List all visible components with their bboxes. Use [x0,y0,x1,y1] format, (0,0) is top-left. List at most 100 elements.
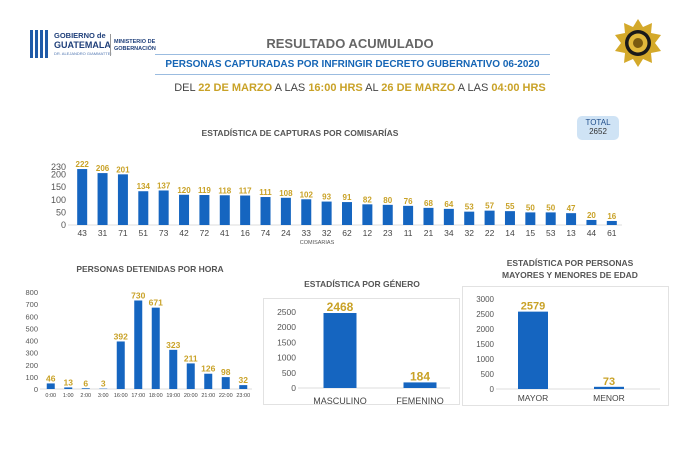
date-end: 26 DE MARZO [381,82,456,94]
y-tick-label: 600 [25,312,38,321]
title-divider-top [155,54,550,55]
bar [342,202,352,225]
y-tick-label: 200 [25,361,38,370]
y-tick-label: 300 [25,349,38,358]
chart-genero: 0 500 1000 1500 2000 2500 2468 MASCULINO 184 FEME… [277,300,450,406]
data-label: 6 [83,378,88,388]
bar [77,169,88,225]
x-tick-label: 44 [587,228,597,238]
x-axis-label: COMISARIAS [300,240,335,246]
y-tick-label: 500 [282,368,296,378]
data-label: 64 [444,200,453,209]
y-tick-label: 3000 [476,295,494,304]
data-label: 126 [201,364,215,374]
data-label: 323 [166,340,180,350]
bar [199,195,210,225]
ministry-line1: MINISTERIO DE [114,39,156,45]
x-tick-label: 21 [424,228,434,238]
y-tick-label: 2500 [476,310,494,319]
page-subtitle: PERSONAS CAPTURADAS POR INFRINGIR DECRET… [165,59,540,70]
bar [382,204,393,225]
y-tick-label: 700 [25,300,38,309]
data-label: 222 [76,160,90,169]
bar [403,205,414,225]
x-tick-label: MASCULINO [313,396,367,406]
x-tick-label: MAYOR [518,393,549,403]
x-tick-label: 19:00 [166,393,180,399]
y-tick-label: 0 [34,385,38,394]
x-tick-label: 43 [77,228,87,238]
x-tick-label: 16 [240,228,250,238]
data-label: 730 [131,290,145,300]
bar [484,210,495,225]
date-start: 22 DE MARZO [198,82,273,94]
bar [464,211,475,225]
x-tick-label: 2:00 [80,393,91,399]
bar [158,190,169,225]
data-label: 76 [404,197,413,206]
x-tick-label: 74 [261,228,271,238]
data-label: 82 [363,195,372,204]
data-label: 50 [526,203,535,212]
data-label: 50 [546,203,555,212]
bar [116,341,125,389]
ministry-line2: GOBERNACIÓN [114,46,156,52]
data-label: 91 [343,193,352,202]
data-label: 93 [322,193,331,202]
x-tick-label: 20:00 [184,393,198,399]
x-tick-label: 22 [485,228,495,238]
date-part: AL [362,82,382,94]
bar [443,208,454,225]
y-tick-label: 50 [56,207,66,217]
chart-title-genero: ESTADÍSTICA POR GÉNERO [304,279,420,289]
bar [186,363,195,389]
x-tick-label: 32 [464,228,474,238]
x-tick-label: 14 [505,228,515,238]
x-tick-label: 41 [220,228,230,238]
genero-panel [263,298,460,405]
y-tick-label: 1000 [277,353,296,363]
x-tick-label: 53 [546,228,556,238]
time-start: 16:00 HRS [308,82,363,94]
logo-divider [110,34,111,56]
bar [606,220,617,225]
y-tick-label: 1000 [476,355,494,364]
x-tick-label: 3:00 [98,393,109,399]
x-tick-label: 15 [526,228,536,238]
police-badge-icon [615,19,661,67]
pillars-icon [30,30,50,58]
bar [219,195,230,225]
data-label: 201 [116,165,130,174]
data-label: 55 [506,202,515,211]
date-part: A LAS [272,82,309,94]
chart-hora: 0 100 200 300 400 500 600 700 800 46 0:00 13 1:00 6 2:… [25,288,252,399]
y-tick-label: 400 [25,337,38,346]
bar [169,349,178,389]
chart-title-edad-line1: ESTADÍSTICA POR PERSONAS [506,258,634,268]
date-range: DEL 22 DE MARZO A LAS 16:00 HRS AL 26 DE… [150,82,570,94]
y-tick-label: 1500 [476,340,494,349]
y-tick-label: 1500 [277,337,296,347]
data-label: 108 [279,189,293,198]
chart-title-comisarias: ESTADÍSTICA DE CAPTURAS POR COMISARÍAS [201,128,399,138]
data-label: 102 [300,190,314,199]
bar [97,173,108,225]
bar [151,307,160,389]
data-label: 2468 [327,300,354,314]
data-label: 671 [149,298,163,308]
bar [321,201,332,225]
chart-title-edad-line2: MAYORES Y MENORES DE EDAD [502,270,638,280]
data-label: 13 [64,377,74,387]
date-part: A LAS [455,82,492,94]
data-label: 57 [485,202,494,211]
bar [280,197,291,225]
data-label: 120 [177,186,191,195]
data-label: 98 [221,367,231,377]
data-label: 134 [137,182,151,191]
x-tick-label: 34 [444,228,454,238]
x-tick-label: 73 [159,228,169,238]
data-label: 206 [96,164,110,173]
y-tick-label: 100 [51,195,66,205]
